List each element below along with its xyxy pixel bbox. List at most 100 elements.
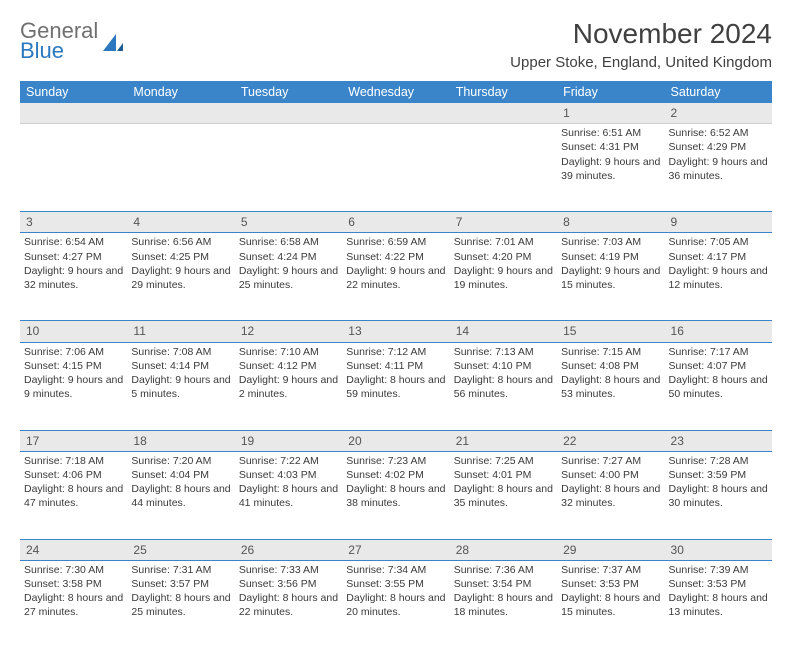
day-cell: Sunrise: 7:31 AMSunset: 3:57 PMDaylight:… xyxy=(127,560,234,648)
day-number: 2 xyxy=(665,103,772,124)
day-cell xyxy=(450,124,557,212)
logo-line2: Blue xyxy=(20,40,98,62)
day-cell: Sunrise: 7:13 AMSunset: 4:10 PMDaylight:… xyxy=(450,342,557,430)
day-details: Sunrise: 7:30 AMSunset: 3:58 PMDaylight:… xyxy=(24,561,123,620)
day-header: Wednesday xyxy=(342,81,449,103)
day-cell: Sunrise: 7:10 AMSunset: 4:12 PMDaylight:… xyxy=(235,342,342,430)
logo-sail-icon xyxy=(102,33,124,55)
day-details: Sunrise: 6:59 AMSunset: 4:22 PMDaylight:… xyxy=(346,233,445,292)
day-cell: Sunrise: 7:08 AMSunset: 4:14 PMDaylight:… xyxy=(127,342,234,430)
day-number: 9 xyxy=(665,212,772,233)
daynum-row: 24252627282930 xyxy=(20,539,772,560)
day-number: 30 xyxy=(665,539,772,560)
day-cell: Sunrise: 7:33 AMSunset: 3:56 PMDaylight:… xyxy=(235,560,342,648)
day-number xyxy=(235,103,342,124)
week-row: Sunrise: 7:18 AMSunset: 4:06 PMDaylight:… xyxy=(20,451,772,539)
day-number: 21 xyxy=(450,430,557,451)
day-number: 17 xyxy=(20,430,127,451)
week-row: Sunrise: 6:54 AMSunset: 4:27 PMDaylight:… xyxy=(20,233,772,321)
day-cell: Sunrise: 6:58 AMSunset: 4:24 PMDaylight:… xyxy=(235,233,342,321)
day-cell xyxy=(127,124,234,212)
day-details: Sunrise: 7:34 AMSunset: 3:55 PMDaylight:… xyxy=(346,561,445,620)
day-details: Sunrise: 7:39 AMSunset: 3:53 PMDaylight:… xyxy=(669,561,768,620)
day-cell: Sunrise: 7:17 AMSunset: 4:07 PMDaylight:… xyxy=(665,342,772,430)
day-number: 1 xyxy=(557,103,664,124)
day-cell: Sunrise: 7:27 AMSunset: 4:00 PMDaylight:… xyxy=(557,451,664,539)
day-details: Sunrise: 7:20 AMSunset: 4:04 PMDaylight:… xyxy=(131,452,230,511)
day-number: 25 xyxy=(127,539,234,560)
day-header: Monday xyxy=(127,81,234,103)
calendar-head: SundayMondayTuesdayWednesdayThursdayFrid… xyxy=(20,81,772,103)
day-cell: Sunrise: 7:06 AMSunset: 4:15 PMDaylight:… xyxy=(20,342,127,430)
day-number: 24 xyxy=(20,539,127,560)
day-details: Sunrise: 7:01 AMSunset: 4:20 PMDaylight:… xyxy=(454,233,553,292)
day-cell: Sunrise: 7:25 AMSunset: 4:01 PMDaylight:… xyxy=(450,451,557,539)
week-row: Sunrise: 7:30 AMSunset: 3:58 PMDaylight:… xyxy=(20,560,772,648)
day-number: 28 xyxy=(450,539,557,560)
day-number xyxy=(20,103,127,124)
day-details: Sunrise: 7:12 AMSunset: 4:11 PMDaylight:… xyxy=(346,343,445,402)
day-number: 15 xyxy=(557,321,664,342)
day-cell: Sunrise: 7:23 AMSunset: 4:02 PMDaylight:… xyxy=(342,451,449,539)
daynum-row: 3456789 xyxy=(20,212,772,233)
day-number: 16 xyxy=(665,321,772,342)
day-cell: Sunrise: 7:30 AMSunset: 3:58 PMDaylight:… xyxy=(20,560,127,648)
day-details: Sunrise: 7:25 AMSunset: 4:01 PMDaylight:… xyxy=(454,452,553,511)
day-cell: Sunrise: 7:01 AMSunset: 4:20 PMDaylight:… xyxy=(450,233,557,321)
day-cell: Sunrise: 7:22 AMSunset: 4:03 PMDaylight:… xyxy=(235,451,342,539)
day-number: 12 xyxy=(235,321,342,342)
day-details: Sunrise: 7:33 AMSunset: 3:56 PMDaylight:… xyxy=(239,561,338,620)
day-number: 26 xyxy=(235,539,342,560)
day-details: Sunrise: 7:15 AMSunset: 4:08 PMDaylight:… xyxy=(561,343,660,402)
day-details: Sunrise: 7:08 AMSunset: 4:14 PMDaylight:… xyxy=(131,343,230,402)
day-details: Sunrise: 7:13 AMSunset: 4:10 PMDaylight:… xyxy=(454,343,553,402)
header: General Blue November 2024 Upper Stoke, … xyxy=(20,18,772,71)
month-title: November 2024 xyxy=(510,18,772,50)
day-cell: Sunrise: 7:37 AMSunset: 3:53 PMDaylight:… xyxy=(557,560,664,648)
day-number: 7 xyxy=(450,212,557,233)
day-cell: Sunrise: 7:39 AMSunset: 3:53 PMDaylight:… xyxy=(665,560,772,648)
day-header: Sunday xyxy=(20,81,127,103)
day-number: 11 xyxy=(127,321,234,342)
day-details: Sunrise: 7:05 AMSunset: 4:17 PMDaylight:… xyxy=(669,233,768,292)
day-number: 27 xyxy=(342,539,449,560)
day-details: Sunrise: 7:18 AMSunset: 4:06 PMDaylight:… xyxy=(24,452,123,511)
day-cell xyxy=(20,124,127,212)
location: Upper Stoke, England, United Kingdom xyxy=(510,54,772,71)
day-details: Sunrise: 7:28 AMSunset: 3:59 PMDaylight:… xyxy=(669,452,768,511)
day-number: 22 xyxy=(557,430,664,451)
day-cell: Sunrise: 7:28 AMSunset: 3:59 PMDaylight:… xyxy=(665,451,772,539)
day-cell: Sunrise: 6:56 AMSunset: 4:25 PMDaylight:… xyxy=(127,233,234,321)
day-number: 10 xyxy=(20,321,127,342)
day-header: Friday xyxy=(557,81,664,103)
day-details: Sunrise: 7:36 AMSunset: 3:54 PMDaylight:… xyxy=(454,561,553,620)
daynum-row: 12 xyxy=(20,103,772,124)
day-details: Sunrise: 7:27 AMSunset: 4:00 PMDaylight:… xyxy=(561,452,660,511)
day-cell: Sunrise: 7:34 AMSunset: 3:55 PMDaylight:… xyxy=(342,560,449,648)
logo-text: General Blue xyxy=(20,20,98,62)
day-header-row: SundayMondayTuesdayWednesdayThursdayFrid… xyxy=(20,81,772,103)
day-number: 18 xyxy=(127,430,234,451)
day-details: Sunrise: 6:56 AMSunset: 4:25 PMDaylight:… xyxy=(131,233,230,292)
day-details: Sunrise: 6:58 AMSunset: 4:24 PMDaylight:… xyxy=(239,233,338,292)
day-cell: Sunrise: 7:05 AMSunset: 4:17 PMDaylight:… xyxy=(665,233,772,321)
day-details: Sunrise: 7:03 AMSunset: 4:19 PMDaylight:… xyxy=(561,233,660,292)
day-cell: Sunrise: 7:20 AMSunset: 4:04 PMDaylight:… xyxy=(127,451,234,539)
day-cell: Sunrise: 7:15 AMSunset: 4:08 PMDaylight:… xyxy=(557,342,664,430)
day-details: Sunrise: 7:23 AMSunset: 4:02 PMDaylight:… xyxy=(346,452,445,511)
day-details: Sunrise: 6:51 AMSunset: 4:31 PMDaylight:… xyxy=(561,124,660,183)
logo: General Blue xyxy=(20,20,124,62)
day-details: Sunrise: 7:31 AMSunset: 3:57 PMDaylight:… xyxy=(131,561,230,620)
day-number: 29 xyxy=(557,539,664,560)
day-number: 14 xyxy=(450,321,557,342)
week-row: Sunrise: 7:06 AMSunset: 4:15 PMDaylight:… xyxy=(20,342,772,430)
week-row: Sunrise: 6:51 AMSunset: 4:31 PMDaylight:… xyxy=(20,124,772,212)
day-details: Sunrise: 7:22 AMSunset: 4:03 PMDaylight:… xyxy=(239,452,338,511)
day-number: 3 xyxy=(20,212,127,233)
day-cell: Sunrise: 7:18 AMSunset: 4:06 PMDaylight:… xyxy=(20,451,127,539)
day-number: 19 xyxy=(235,430,342,451)
day-cell xyxy=(235,124,342,212)
day-number: 13 xyxy=(342,321,449,342)
day-cell xyxy=(342,124,449,212)
title-block: November 2024 Upper Stoke, England, Unit… xyxy=(510,18,772,71)
